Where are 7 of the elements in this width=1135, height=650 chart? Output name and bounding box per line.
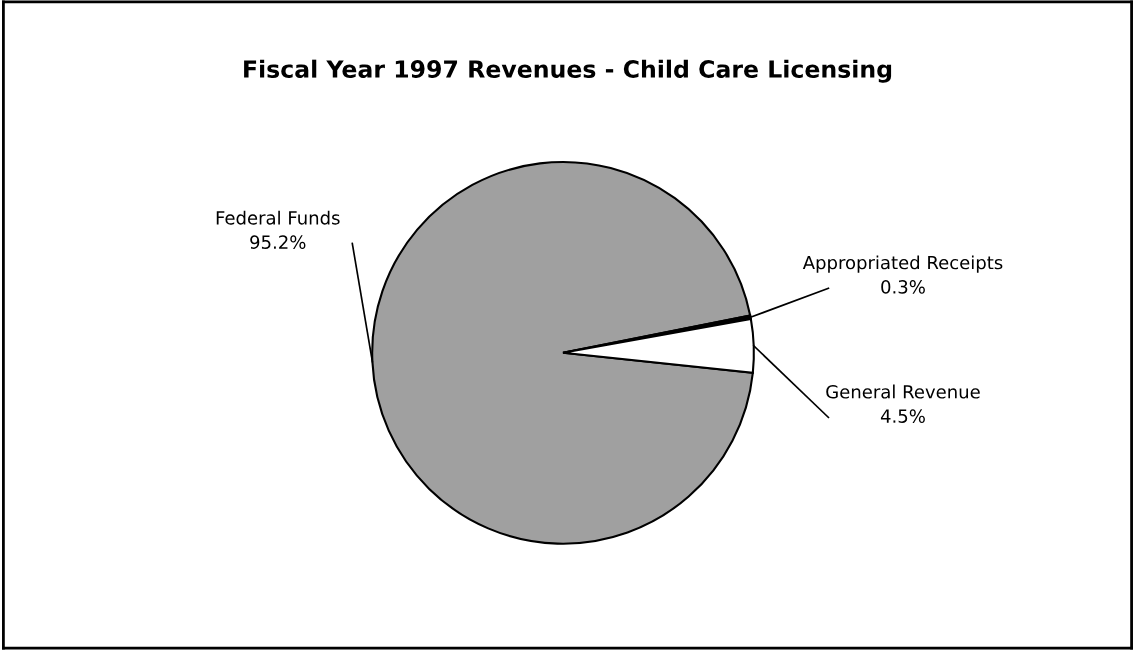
slice-label: Appropriated Receipts <box>802 255 1003 273</box>
slice-label: General Revenue <box>826 384 980 399</box>
chart-title: Fiscal Year 1997 Revenues - Child Care Licensing <box>244 59 892 83</box>
data-label: 95.2% <box>250 235 306 249</box>
data-label: 4.5% <box>880 409 925 423</box>
slice-label: Federal Funds <box>216 210 340 225</box>
data-label: 0.3% <box>881 280 925 294</box>
